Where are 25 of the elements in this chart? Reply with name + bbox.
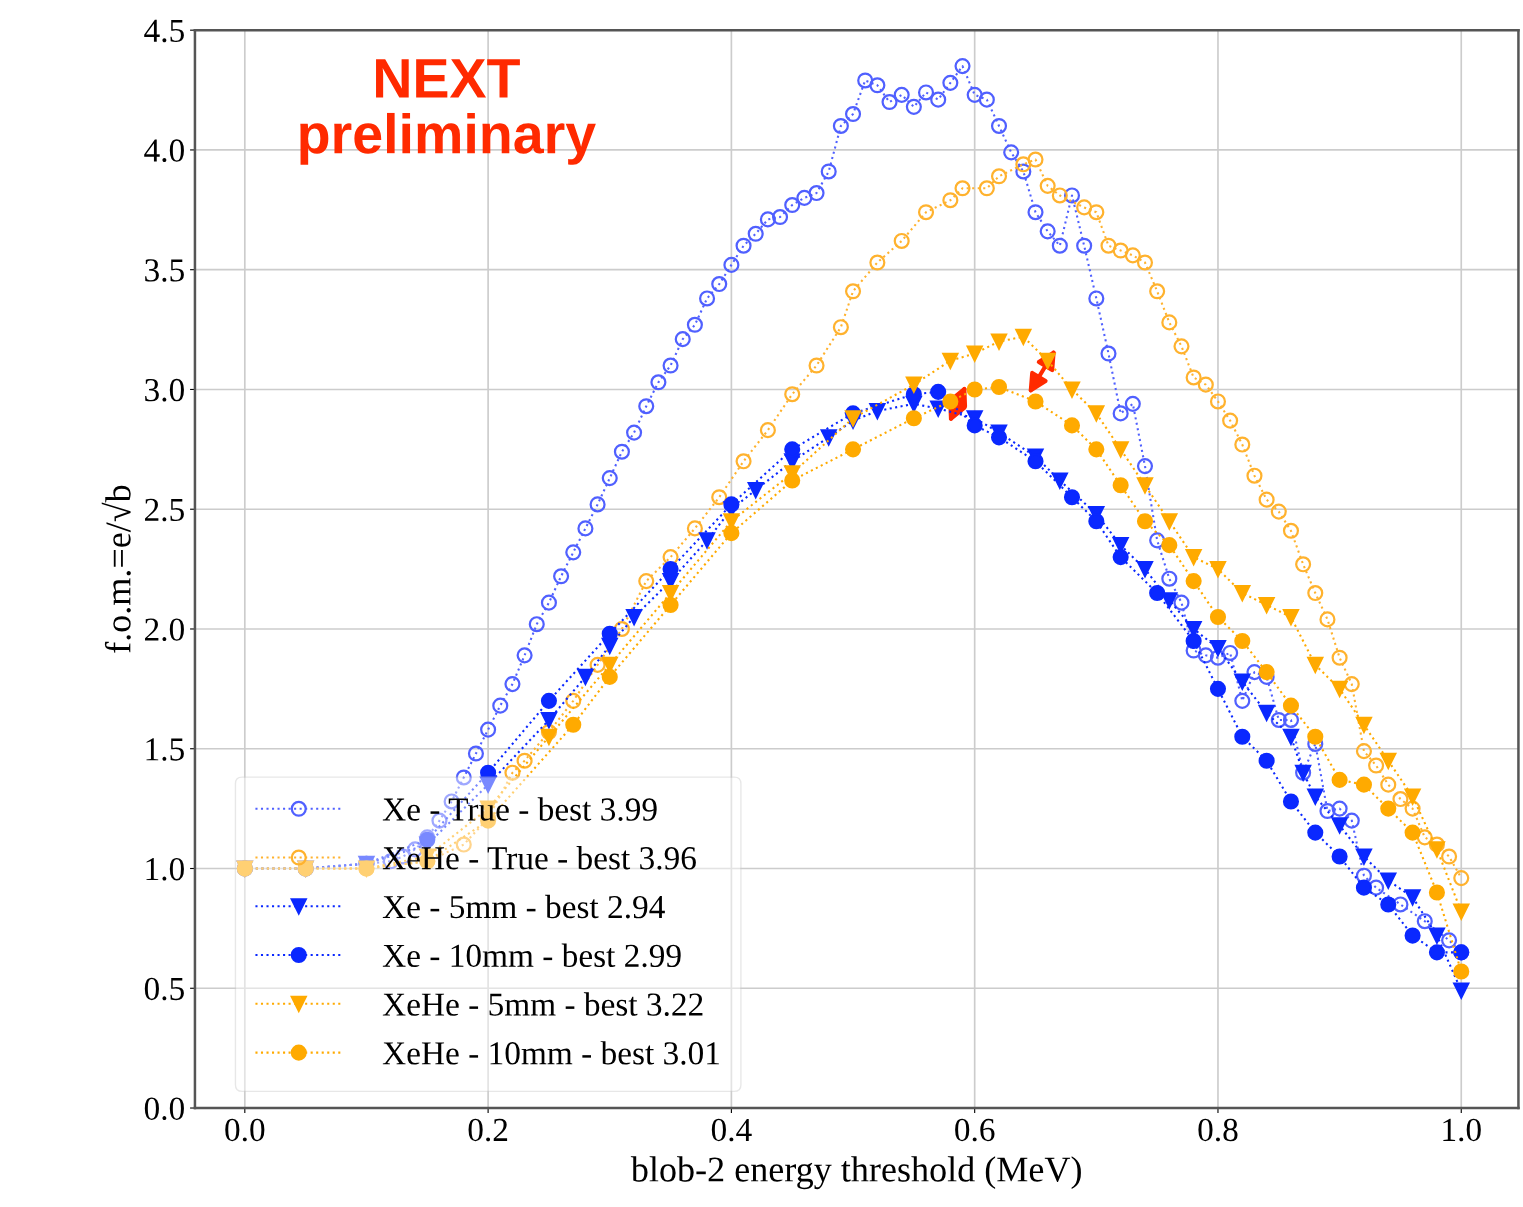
y-tick-label: 3.5 <box>145 259 184 282</box>
y-tick-label: 3.0 <box>145 378 184 402</box>
y-axis-title: f.o.m.=e/√b <box>101 485 131 653</box>
x-tick-label: 0.6 <box>955 1118 995 1142</box>
y-tick-label: 2.0 <box>145 618 184 642</box>
x-tick-label: 0.2 <box>468 1118 508 1142</box>
y-tick-label: 2.5 <box>145 498 184 522</box>
y-tick-label: 1.0 <box>146 857 184 881</box>
x-tick-label: 0.0 <box>225 1118 265 1142</box>
y-tick-label: 0.5 <box>144 977 184 1001</box>
legend-label: Xe - 5mm - best 2.94 <box>382 894 665 919</box>
x-tick-label: 0.8 <box>1198 1118 1238 1142</box>
y-tick-label: 4.5 <box>144 19 184 43</box>
x-tick-label: 1.0 <box>1443 1118 1481 1142</box>
y-tick-label: 0.0 <box>144 1097 184 1121</box>
legend-label: XeHe - 5mm - best 3.22 <box>382 992 703 1016</box>
y-tick-label: 4.0 <box>144 139 184 162</box>
legend-label: Xe - 10mm - best 2.99 <box>382 943 681 968</box>
annotation: NEXT preliminary <box>300 59 596 165</box>
legend-label: Xe - True - best 3.99 <box>382 797 657 821</box>
x-axis-title: blob-2 energy threshold (MeV) <box>630 1156 1081 1190</box>
legend-label: XeHe - 10mm - best 3.01 <box>382 1041 719 1065</box>
y-tick-label: 1.5 <box>146 738 184 761</box>
legend-label: XeHe - True - best 3.96 <box>382 846 696 870</box>
x-tick-label: 0.4 <box>711 1118 752 1142</box>
